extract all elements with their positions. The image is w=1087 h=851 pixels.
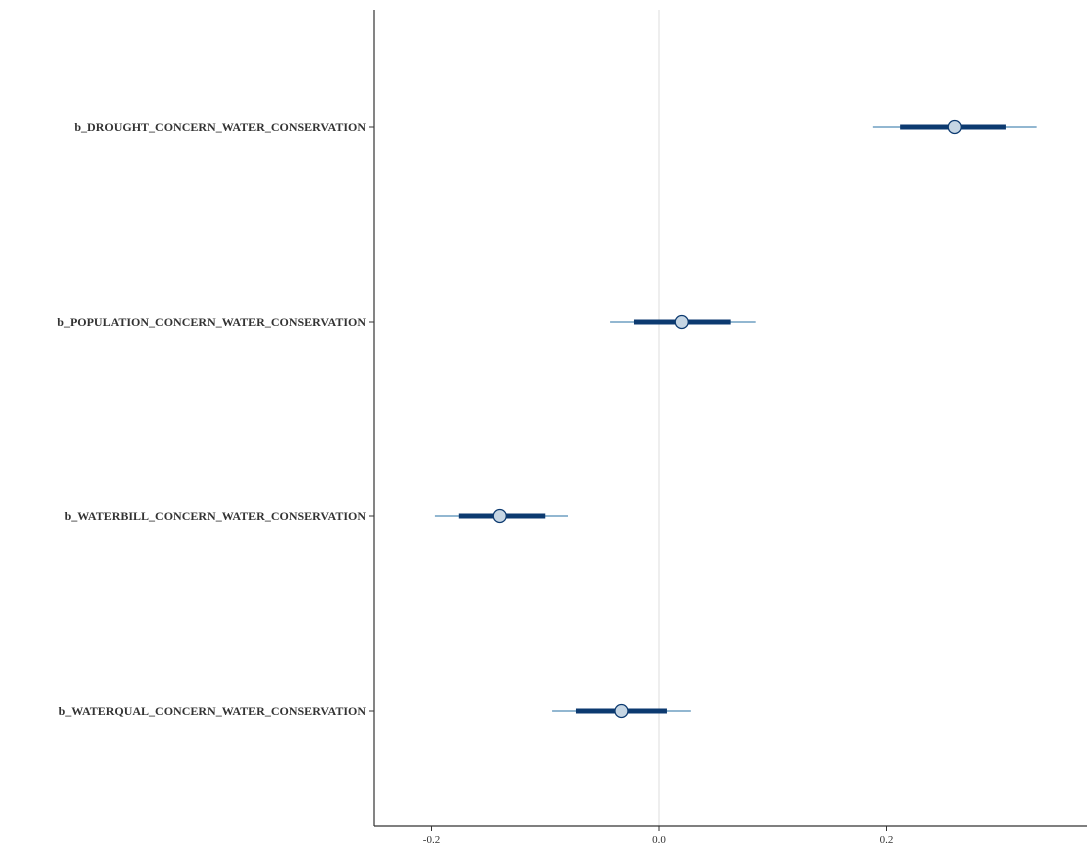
parameter-row: b_DROUGHT_CONCERN_WATER_CONSERVATION xyxy=(74,119,1037,135)
y-tick-label: b_DROUGHT_CONCERN_WATER_CONSERVATION xyxy=(74,120,366,134)
point-estimate xyxy=(492,508,507,524)
point-estimate xyxy=(614,703,629,719)
parameter-row: b_WATERBILL_CONCERN_WATER_CONSERVATION xyxy=(65,508,568,524)
x-tick-label: 0.2 xyxy=(880,834,894,846)
parameter-row: b_POPULATION_CONCERN_WATER_CONSERVATION xyxy=(57,314,756,330)
x-tick-label: -0.2 xyxy=(423,834,440,846)
parameter-row: b_WATERQUAL_CONCERN_WATER_CONSERVATION xyxy=(59,703,691,719)
x-tick-label: 0.0 xyxy=(652,834,666,846)
y-tick-label: b_WATERQUAL_CONCERN_WATER_CONSERVATION xyxy=(59,704,367,718)
y-tick-label: b_POPULATION_CONCERN_WATER_CONSERVATION xyxy=(57,315,366,329)
y-tick-label: b_WATERBILL_CONCERN_WATER_CONSERVATION xyxy=(65,509,367,523)
point-estimate xyxy=(947,119,962,135)
point-estimate xyxy=(674,314,689,330)
